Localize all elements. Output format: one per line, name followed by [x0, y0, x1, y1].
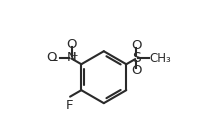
Text: F: F	[66, 99, 73, 112]
Text: O: O	[131, 64, 142, 77]
Text: CH₃: CH₃	[149, 52, 171, 65]
Text: −: −	[49, 54, 58, 67]
Text: S: S	[132, 51, 141, 65]
Text: +: +	[70, 51, 79, 61]
Text: O: O	[131, 39, 142, 52]
Text: O: O	[46, 51, 57, 64]
Text: O: O	[67, 38, 77, 51]
Text: N: N	[67, 51, 77, 64]
